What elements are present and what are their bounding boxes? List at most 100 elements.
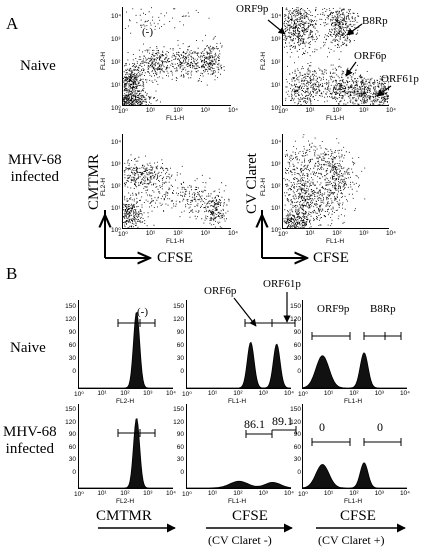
naive-cmtmr-scatter-cluster-0-dots	[123, 52, 159, 104]
a-xlabel-cfse-right: CFSE	[313, 250, 349, 266]
naive-cfse-neg-histogram-area	[187, 341, 291, 388]
a-yticks-tl: 10⁴ 10³ 10² 10¹ 10⁰	[111, 13, 122, 112]
naive-cmtmr-scatter-cluster-1-dots	[132, 43, 182, 99]
a-xticks-tr: 10⁰ 10¹ 10² 10³ 10⁴	[278, 107, 396, 115]
row-label-infected-line2: infected	[10, 169, 59, 185]
naive-cvclaret-scatter-cluster-4	[348, 69, 383, 105]
b-gate-naive-b8rp	[363, 332, 402, 340]
b-callout-orf61p: ORF61p	[263, 278, 301, 290]
b-gate-naive-orf61p	[272, 319, 296, 327]
naive-cmtmr-scatter-cluster-5-dots	[123, 86, 161, 105]
b-xticks-4: 10⁰ 10¹ 10² 10³ 10⁴	[74, 490, 176, 498]
a-xticks-tl: 10⁰ 10¹ 10² 10³ 10⁴	[118, 107, 238, 115]
naive-cmtmr-scatter-cluster-2	[165, 40, 208, 82]
b-bottom-cmtmr: CMTMR	[96, 508, 152, 524]
b-callout-neg: (-)	[137, 306, 148, 318]
a-fl1-tl: FL1-H	[166, 115, 185, 122]
naive-cmtmr-scatter-cluster-5	[123, 86, 161, 105]
inf-cmtmr-scatter-cluster-4	[200, 182, 230, 228]
hist-inf-cmtmr-curve	[79, 418, 173, 488]
b-xticks-6: 10⁰ 10¹ 10² 10³ 10⁴	[298, 490, 410, 498]
b-fl2-1: FL2-H	[116, 398, 135, 405]
b-xticks-3: 10⁰ 10¹ 10² 10³ 10⁴	[298, 390, 410, 398]
b-gate-inf-b8rp	[363, 438, 402, 446]
inf-cvclaret-scatter-cluster-1-dots	[310, 149, 366, 211]
a-xticks-br: 10⁰ 10¹ 10² 10³ 10⁴	[278, 230, 396, 238]
scatter-infected-cmtmr	[122, 134, 231, 229]
b-bottom-cfse2: CFSE	[340, 508, 376, 524]
a-callout-b8rp: B8Rp	[362, 15, 388, 27]
naive-cvclaret-scatter-cluster-3-dots	[316, 58, 370, 105]
a-xticks-bl: 10⁰ 10¹ 10² 10³ 10⁴	[118, 230, 238, 238]
a-arrow-orf9p	[267, 19, 286, 35]
naive-cmtmr-scatter-cluster-2-dots	[165, 40, 208, 82]
scatter-naive-cmtmr	[122, 7, 231, 106]
scatter-naive-cvclaret	[282, 7, 389, 106]
a-callout-orf9p: ORF9p	[236, 3, 269, 15]
a-fl1-tr: FL1-H	[326, 115, 345, 122]
a-yticks-bl: 10⁴ 10³ 10² 10¹ 10⁰	[111, 139, 122, 234]
a-fl1-br: FL1-H	[326, 238, 345, 245]
naive-cvclaret-scatter-cluster-1-dots	[315, 7, 360, 58]
b-yticks-4: 150 120 90 60 30 0	[65, 406, 76, 476]
a-axis-arrow-left	[105, 210, 150, 258]
row-label-naive-a: Naive	[20, 58, 56, 74]
inf-cvclaret-scatter-cluster-2	[283, 201, 323, 228]
inf-cfse-neg-histogram-area	[187, 480, 291, 488]
b-fl1-6: FL1-H	[344, 498, 363, 505]
b-gate-inf-89	[272, 426, 297, 434]
hist-inf-cmtmr	[78, 404, 173, 489]
inf-cvclaret-scatter-cluster-1	[310, 149, 366, 211]
inf-cvclaret-scatter-cluster-3	[297, 179, 356, 227]
b-bottom-cfse1: CFSE	[232, 508, 268, 524]
inf-cmtmr-scatter-cluster-1	[123, 184, 155, 228]
b-callout-b8rp: B8Rp	[370, 303, 396, 315]
b-value-zero-2: 0	[377, 420, 383, 434]
row-label-infected-a: MHV-68 infected	[8, 152, 62, 186]
b-gate-inf-cmtmr	[117, 429, 156, 437]
hist-naive-cfse-pos-curve	[303, 352, 407, 388]
b-yticks-2: 150 120 90 60 30 0	[173, 303, 184, 375]
b-value-89-1: 89.1	[272, 414, 293, 428]
b-gate-inf-86	[245, 430, 273, 438]
row-label-infected-b-line1: MHV-68	[3, 424, 57, 440]
b-yticks-3: 150 120 90 60 30 0	[290, 303, 301, 375]
a-yticks-br: 10⁴ 10³ 10² 10¹ 10⁰	[271, 139, 282, 234]
b-fl1-3: FL1-H	[344, 398, 363, 405]
b-xticks-1: 10⁰ 10¹ 10² 10³ 10⁴	[74, 390, 176, 398]
hist-naive-cmtmr	[78, 300, 173, 389]
a-axis-arrow-right	[262, 210, 307, 258]
inf-cvclaret-scatter-cluster-3-dots	[297, 179, 356, 227]
inf-cmtmr-histogram-area	[79, 418, 173, 488]
naive-cvclaret-scatter-cluster-0-dots	[283, 7, 327, 64]
row-label-infected-line1: MHV-68	[8, 152, 62, 168]
naive-cvclaret-scatter-cluster-2	[285, 56, 338, 105]
b-fl1-2: FL1-H	[228, 398, 247, 405]
row-label-infected-b: MHV-68 infected	[3, 424, 57, 458]
naive-cvclaret-scatter-cluster-3	[316, 58, 370, 105]
scatter-naive-cmtmr-dots	[123, 7, 225, 105]
a-callout-neg: (-)	[142, 26, 153, 38]
inf-cmtmr-scatter-cluster-1-dots	[123, 184, 155, 228]
naive-cvclaret-scatter-cluster-0	[283, 7, 327, 64]
b-gate-naive-orf6p	[244, 319, 273, 327]
b-yticks-5: 150 120 90 60 30 0	[173, 406, 184, 476]
a-callout-orf61p: ORF61p	[381, 73, 419, 85]
b-value-86-1: 86.1	[244, 417, 265, 431]
scatter-naive-cvclaret-dots	[283, 7, 389, 105]
b-callout-orf9p: ORF9p	[317, 303, 350, 315]
naive-cmtmr-histogram-area	[79, 311, 173, 388]
a-fl1-bl: FL1-H	[166, 238, 185, 245]
inf-cfse-pos-histogram-area	[303, 462, 407, 488]
b-fl1-5: FL1-H	[228, 498, 247, 505]
scatter-infected-cvclaret-dots	[283, 134, 366, 228]
scatter-infected-cmtmr-dots	[123, 154, 230, 228]
panel-letter-b: B	[6, 264, 18, 283]
panel-letter-a: A	[6, 14, 19, 33]
hist-inf-cfse-pos	[302, 404, 407, 489]
hist-naive-cmtmr-curve	[79, 311, 173, 388]
naive-cmtmr-scatter-cluster-0	[123, 52, 159, 104]
naive-cvclaret-scatter-cluster-2-dots	[285, 56, 338, 105]
a-xlabel-cfse-left: CFSE	[157, 250, 193, 266]
